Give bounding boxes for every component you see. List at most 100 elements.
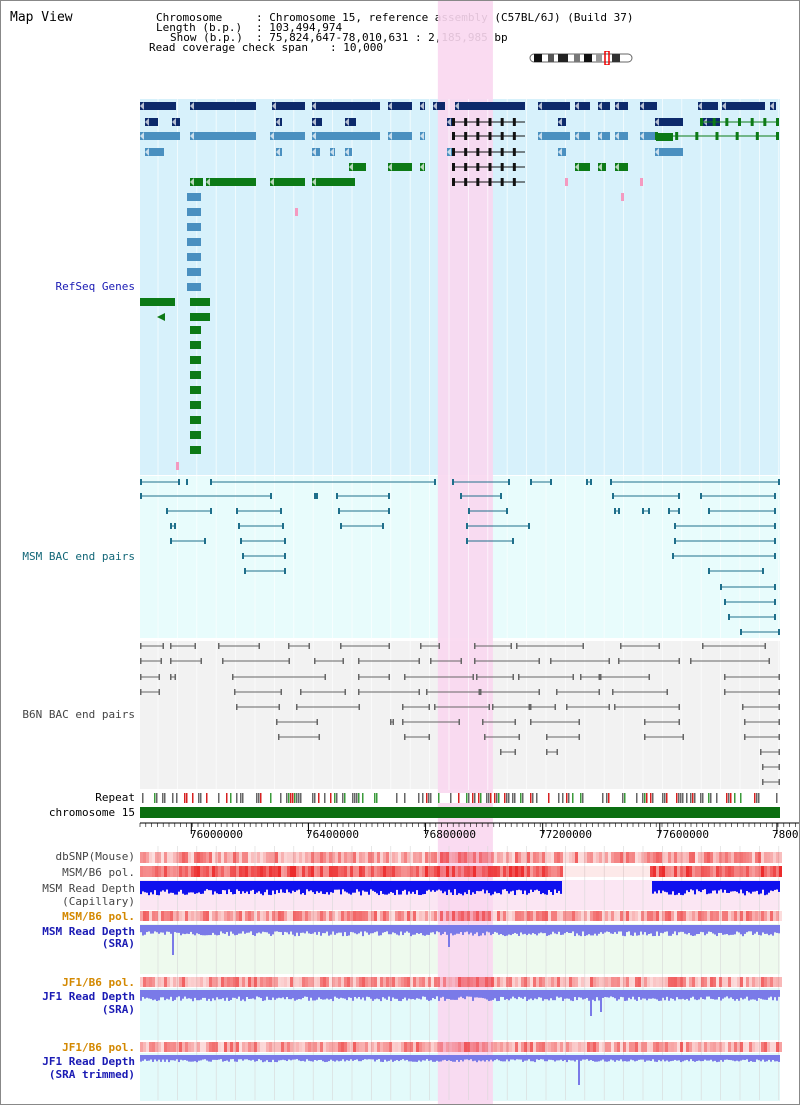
- repeat-element: [336, 793, 338, 803]
- bac-end-mark: [308, 643, 310, 649]
- msm-cap-depth-bar: [314, 881, 316, 895]
- msm-pol2-cell: [755, 911, 758, 921]
- msm-cap-depth-bar: [174, 881, 176, 895]
- msm-sra-depth-bar: [546, 925, 548, 936]
- msm-sra-depth-bar: [340, 925, 342, 933]
- jf1-sra-depth-bar: [262, 990, 264, 1001]
- msm-sra-depth-bar: [752, 925, 754, 935]
- dbsnp-cell: [650, 852, 653, 863]
- jf1-pol2-cell: [647, 1042, 650, 1052]
- jf1-sra-depth-bar: [430, 990, 432, 1001]
- jf1-sra-depth-bar: [570, 990, 572, 1001]
- dbsnp-cell: [428, 852, 431, 863]
- refseq-gene: [190, 102, 256, 110]
- gene-strand-arrow: [420, 102, 424, 110]
- msm-pol-cell: [608, 866, 611, 877]
- msm-cap-depth-bar: [450, 881, 452, 893]
- msm-cap-depth-bar: [660, 881, 662, 894]
- msm-cap-depth-bar: [382, 881, 384, 894]
- msm-pol2-cell: [710, 911, 713, 921]
- jf1-pol2-cell: [767, 1042, 770, 1052]
- refseq-gene: [190, 401, 201, 409]
- msm-pol-cell: [518, 866, 521, 877]
- msm-cap-depth-bar: [484, 881, 486, 894]
- refseq-gene: [388, 132, 412, 140]
- msm-cap-depth-bar: [694, 881, 696, 895]
- gene-exon: [488, 178, 492, 186]
- dbsnp-cell: [362, 852, 365, 863]
- jf1-trim-depth-bar: [540, 1055, 542, 1060]
- msm-cap-depth-bar: [190, 881, 192, 893]
- jf1-pol2-cell: [530, 1042, 533, 1052]
- jf1-sra-depth-bar: [360, 990, 362, 1000]
- jf1-trim-depth-bar: [316, 1055, 318, 1061]
- jf1-sra-depth-bar: [774, 990, 776, 998]
- bac-end-mark: [566, 704, 568, 710]
- refseq-gene: [615, 102, 628, 110]
- bac-end-mark: [358, 689, 360, 695]
- jf1-pol2-cell: [470, 1042, 473, 1052]
- msm-pol-cell: [488, 866, 491, 877]
- msm-sra-depth-bar: [218, 925, 220, 936]
- repeat-element: [330, 793, 332, 803]
- msm-sra-depth-bar: [690, 925, 692, 936]
- bac-end-mark: [420, 643, 422, 649]
- bac-end-mark: [666, 689, 668, 695]
- refseq-gene: [349, 163, 366, 171]
- dbsnp-cell: [659, 852, 662, 863]
- msm-pol2-cell: [506, 911, 509, 921]
- msm-pol2-cell: [545, 911, 548, 921]
- msm-cap-depth-bar: [464, 881, 466, 893]
- msm-pol-cell: [185, 866, 188, 877]
- gene-strand-arrow: [575, 102, 579, 110]
- dbsnp-cell: [461, 852, 464, 863]
- jf1-pol-cell: [455, 977, 458, 987]
- chromosome-ideogram[interactable]: [528, 51, 636, 65]
- jf1-trim-depth-bar: [720, 1055, 722, 1061]
- jf1-sra-depth-bar: [216, 990, 218, 998]
- jf1-pol2-cell: [218, 1042, 221, 1052]
- msm-pol2-cell: [512, 911, 515, 921]
- msm-pol-cell: [698, 866, 701, 877]
- track-label-b6n-bac[interactable]: B6N BAC end pairs: [22, 708, 135, 721]
- jf1-pol-cell: [194, 977, 197, 987]
- dbsnp-cell: [257, 852, 260, 863]
- jf1-trim-depth-bar: [704, 1055, 706, 1060]
- msm-pol2-cell: [203, 911, 206, 921]
- msm-cap-depth-bar: [182, 881, 184, 894]
- msm-sra-depth-bar: [208, 925, 210, 936]
- bac-end-mark: [382, 523, 384, 529]
- msm-pol2-cell: [167, 911, 170, 921]
- jf1-pol-cell: [749, 977, 752, 987]
- msm-pol-cell: [665, 866, 668, 877]
- jf1-pol2-cell: [608, 1042, 611, 1052]
- jf1-sra-depth-bar: [140, 990, 142, 1001]
- jf1-sra-depth-bar: [224, 990, 226, 1001]
- gene-exon: [675, 132, 679, 140]
- dbsnp-cell: [761, 852, 764, 863]
- bac-end-mark: [258, 643, 260, 649]
- msm-sra-depth-bar: [572, 925, 574, 932]
- jf1-pol-cell: [407, 977, 410, 987]
- jf1-pol-cell: [140, 977, 143, 987]
- jf1-pol-cell: [380, 977, 383, 987]
- msm-pol-cell: [482, 866, 485, 877]
- msm-pol2-cell: [146, 911, 149, 921]
- msm-cap-depth-bar: [428, 881, 430, 890]
- track-label-refseq[interactable]: RefSeq Genes: [55, 280, 135, 293]
- msm-sra-depth-bar: [554, 925, 556, 934]
- jf1-sra-depth-bar: [258, 990, 260, 998]
- jf1-sra-depth-bar: [612, 990, 614, 998]
- msm-sra-depth-bar: [312, 925, 314, 934]
- msm-cap-depth-bar: [714, 881, 716, 891]
- gene-strand-arrow: [770, 102, 774, 110]
- jf1-pol2-cell: [635, 1042, 638, 1052]
- jf1-trim-depth-bar: [742, 1055, 744, 1060]
- gene-exon: [476, 148, 480, 156]
- repeat-element: [512, 793, 514, 803]
- msm-pol-cell: [587, 866, 590, 877]
- jf1-pol2-cell: [464, 1042, 467, 1052]
- bac-end-mark: [528, 523, 530, 529]
- track-label-msm-bac[interactable]: MSM BAC end pairs: [22, 550, 135, 563]
